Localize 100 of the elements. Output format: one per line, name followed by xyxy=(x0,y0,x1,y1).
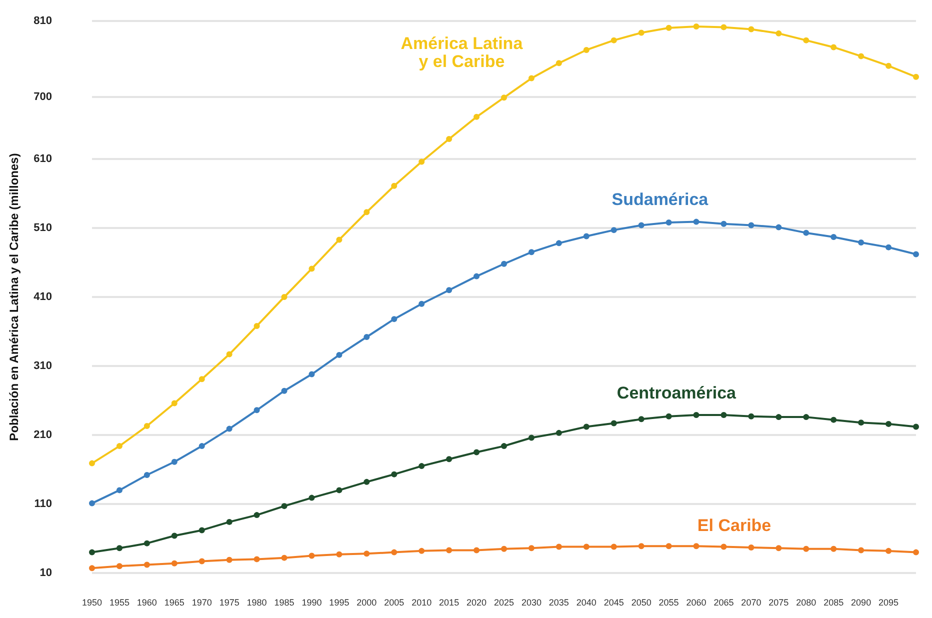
point xyxy=(693,543,700,550)
point xyxy=(803,37,810,44)
point xyxy=(474,273,480,280)
point xyxy=(281,388,288,394)
x-tick-label: 1970 xyxy=(192,598,212,608)
point xyxy=(830,416,837,423)
point xyxy=(556,60,562,66)
point xyxy=(446,456,452,462)
x-tick-label: 1985 xyxy=(274,598,294,608)
x-tick-label: 1950 xyxy=(82,598,102,608)
x-tick-label: 2025 xyxy=(494,598,514,608)
x-tick-label: 2080 xyxy=(796,598,816,608)
point xyxy=(720,24,727,30)
x-tick-label: 1995 xyxy=(329,598,350,608)
point xyxy=(803,230,810,236)
y-tick-label: 10 xyxy=(40,567,52,579)
point xyxy=(336,236,342,243)
point xyxy=(391,182,398,189)
point xyxy=(748,222,754,228)
point xyxy=(748,544,754,550)
point xyxy=(720,544,727,550)
point xyxy=(226,351,232,358)
point xyxy=(281,294,288,300)
point xyxy=(501,260,507,267)
point xyxy=(776,414,782,420)
point xyxy=(418,300,425,307)
point xyxy=(693,24,700,30)
point xyxy=(528,434,534,441)
point xyxy=(583,544,590,550)
point xyxy=(501,443,507,450)
point xyxy=(226,518,232,525)
point xyxy=(913,251,919,258)
point xyxy=(116,487,122,494)
point xyxy=(830,234,837,240)
y-tick-label: 510 xyxy=(34,222,52,234)
point xyxy=(666,219,672,226)
point xyxy=(254,407,260,414)
point xyxy=(89,549,95,556)
point xyxy=(638,543,644,550)
x-tick-label: 1975 xyxy=(219,598,240,608)
point xyxy=(446,136,452,142)
y-tick-label: 410 xyxy=(34,291,52,303)
point xyxy=(666,413,672,420)
point xyxy=(638,30,644,36)
y-tick-label: 110 xyxy=(34,498,52,510)
series-label: Sudamérica xyxy=(612,190,709,210)
point xyxy=(528,249,534,256)
point xyxy=(886,244,892,250)
point xyxy=(720,412,727,418)
point xyxy=(391,471,398,478)
x-tick-label: 2020 xyxy=(466,598,487,608)
point xyxy=(886,548,892,554)
point xyxy=(446,547,452,554)
point xyxy=(501,94,507,101)
point xyxy=(748,26,754,32)
point xyxy=(364,478,370,485)
y-tick-label: 310 xyxy=(34,360,52,372)
series-label: Centroamérica xyxy=(616,383,737,402)
point xyxy=(886,420,892,427)
point xyxy=(474,449,480,456)
x-tick-label: 2090 xyxy=(851,598,872,608)
point xyxy=(776,30,782,36)
y-tick-label: 210 xyxy=(34,429,52,441)
y-tick-label: 610 xyxy=(34,153,52,165)
point xyxy=(610,37,617,44)
series-label: América Latina y el Caribe xyxy=(400,34,524,72)
point xyxy=(89,565,95,572)
point xyxy=(281,503,288,510)
point xyxy=(803,414,810,420)
series-label: El Caribe xyxy=(697,516,772,535)
x-tick-label: 2055 xyxy=(658,598,679,608)
point xyxy=(171,532,178,539)
point xyxy=(308,371,315,378)
point xyxy=(116,563,122,570)
point xyxy=(638,416,644,422)
point xyxy=(858,547,864,554)
point xyxy=(308,266,315,272)
x-tick-label: 1965 xyxy=(164,598,184,608)
point xyxy=(748,413,754,420)
point xyxy=(886,62,892,69)
point xyxy=(308,494,315,501)
point xyxy=(776,545,782,552)
x-tick-label: 2070 xyxy=(741,598,762,608)
point xyxy=(528,75,534,82)
point xyxy=(254,322,260,329)
point xyxy=(830,44,837,50)
x-tick-label: 2050 xyxy=(631,598,652,608)
x-tick-label: 2095 xyxy=(878,598,899,608)
point xyxy=(913,549,919,556)
point xyxy=(171,560,178,566)
point xyxy=(638,222,644,228)
point xyxy=(308,552,315,559)
point xyxy=(913,424,919,430)
point xyxy=(610,227,617,234)
point xyxy=(254,512,260,518)
x-tick-label: 1960 xyxy=(136,598,157,608)
point xyxy=(171,400,178,406)
point xyxy=(610,544,617,550)
x-tick-label: 2085 xyxy=(824,598,844,608)
point xyxy=(116,443,122,450)
